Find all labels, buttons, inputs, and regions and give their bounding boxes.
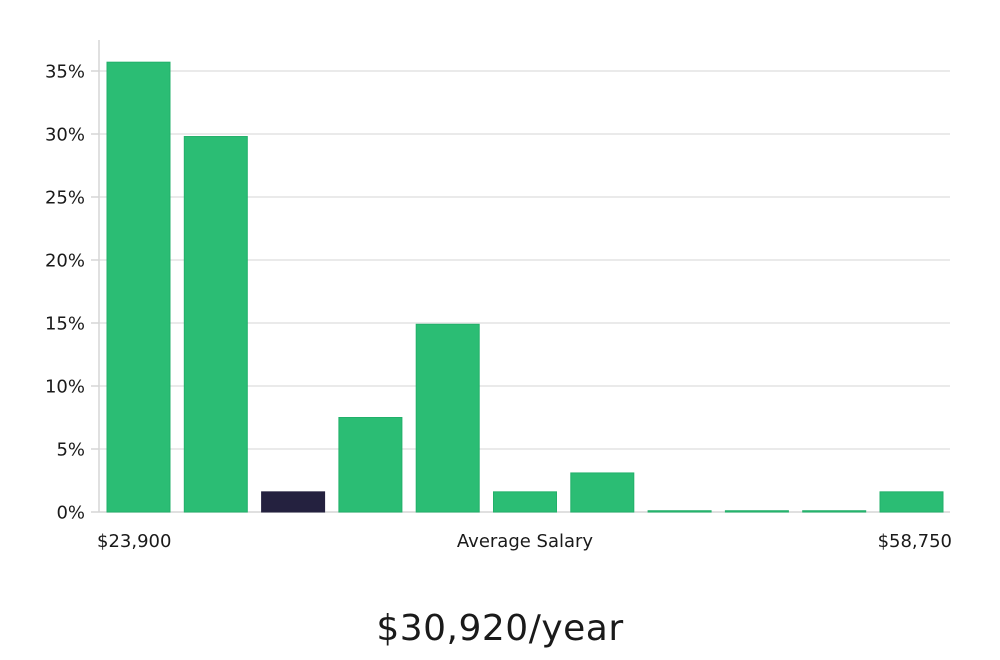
bars: [106, 61, 944, 513]
x-min-label: $23,900: [97, 531, 171, 552]
histogram-bar: [570, 472, 635, 513]
y-tick-label: 30%: [45, 125, 85, 146]
average-salary-value: $30,920/year: [376, 608, 624, 649]
y-tick-label: 10%: [45, 377, 85, 398]
histogram-bar: [647, 510, 712, 513]
x-max-label: $58,750: [878, 531, 952, 552]
x-axis-title: Average Salary: [457, 531, 594, 552]
y-tick-label: 25%: [45, 188, 85, 209]
y-tick-label: 20%: [45, 251, 85, 272]
x-axis-labels: $23,900 Average Salary $58,750: [97, 531, 952, 552]
histogram-bar: [879, 491, 944, 513]
histogram-bar: [802, 510, 867, 513]
histogram-bar: [415, 323, 480, 513]
histogram-bar: [724, 510, 789, 513]
histogram-bar: [493, 491, 557, 513]
y-tick-label: 15%: [45, 314, 85, 335]
y-tick-label: 0%: [56, 503, 85, 524]
histogram-bar-highlighted: [261, 491, 326, 513]
y-axis-ticks: 0% 5% 10% 15% 20% 25% 30% 35%: [45, 62, 99, 524]
y-tick-label: 5%: [56, 440, 85, 461]
histogram-bar: [106, 61, 171, 513]
histogram-bar: [183, 136, 248, 513]
y-tick-label: 35%: [45, 62, 85, 83]
histogram-bar: [338, 417, 403, 513]
